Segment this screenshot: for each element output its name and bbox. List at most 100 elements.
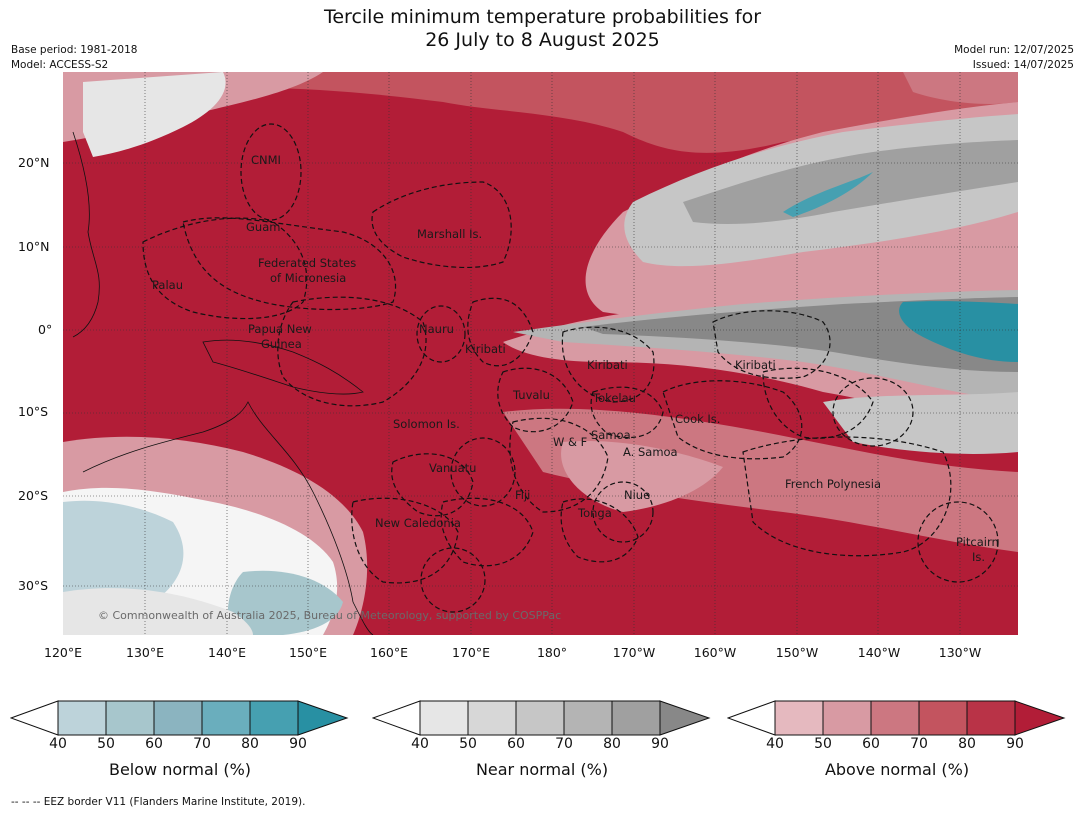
colorbar-below: [10, 700, 349, 736]
lon-tick-140w: 140°W: [857, 645, 901, 660]
equatorial-blue: [899, 301, 1018, 362]
meta-right: Model run: 12/07/2025 Issued: 14/07/2025: [954, 43, 1074, 73]
map-title: Tercile minimum temperature probabilitie…: [0, 6, 1085, 52]
label-pitcairn-1: Pitcairn: [956, 535, 999, 549]
label-kiribati-west: Kiribati: [465, 342, 506, 356]
southwest-below-normal: [63, 500, 184, 615]
colorbar-near-swatches: [419, 700, 661, 736]
lon-tick-130e: 130°E: [125, 645, 165, 660]
colorbar-above-swatch: [918, 700, 968, 736]
eez-footer-note: -- -- -- EEZ border V11 (Flanders Marine…: [11, 796, 306, 808]
colorbar-below-tick: 40: [49, 736, 67, 752]
colorbar-near: [372, 700, 711, 736]
label-cook: Cook Is.: [675, 412, 720, 426]
eez-borders: [142, 123, 999, 613]
colorbar-above-tick: 60: [862, 736, 880, 752]
label-fsm-1: Federated States: [258, 256, 356, 270]
png-coastline: [202, 339, 364, 395]
colorbar-above-low-end: [727, 700, 776, 736]
colorbar-near-swatch: [515, 700, 565, 736]
colorbar-below-swatch: [153, 700, 203, 736]
colorbar-above-title: Above normal (%): [824, 760, 970, 779]
label-nauru: Nauru: [419, 322, 454, 336]
lon-tick-180: 180°: [536, 645, 568, 660]
label-niue: Niue: [624, 488, 650, 502]
lon-tick-150w: 150°W: [775, 645, 819, 660]
label-vanuatu: Vanuatu: [429, 461, 476, 475]
colorbar-below-tick: 90: [289, 736, 307, 752]
label-cnmi: CNMI: [251, 153, 281, 167]
colorbar-below-title: Below normal (%): [108, 760, 252, 779]
lon-tick-130w: 130°W: [938, 645, 982, 660]
colorbar-near-tick: 60: [507, 736, 525, 752]
lat-tick-10n: 10°N: [18, 239, 50, 254]
australia-coastline: [82, 401, 374, 635]
colorbar-above-tick: 70: [910, 736, 928, 752]
lon-tick-140e: 140°E: [207, 645, 247, 660]
base-period: Base period: 1981-2018: [11, 44, 138, 56]
south-central-light: [561, 441, 723, 512]
southwest-below-normal-2: [227, 570, 343, 635]
colorbar-above: [727, 700, 1066, 736]
model-run: Model run: 12/07/2025: [954, 44, 1074, 56]
label-solomon: Solomon Is.: [393, 417, 460, 431]
lat-tick-20s: 20°S: [18, 488, 49, 503]
colorbar-above-swatches: [774, 700, 1016, 736]
label-guam: Guam: [246, 220, 280, 234]
label-png-1: Papua New: [248, 322, 312, 336]
colorbar-near-tick: 70: [555, 736, 573, 752]
colorbar-near-tick: 50: [459, 736, 477, 752]
model-name: Model: ACCESS-S2: [11, 59, 109, 71]
lon-tick-150e: 150°E: [288, 645, 328, 660]
colorbar-below-swatches: [57, 700, 299, 736]
colorbar-above-tick: 40: [766, 736, 784, 752]
lon-tick-160e: 160°E: [369, 645, 409, 660]
colorbar-near-swatch: [611, 700, 661, 736]
colorbar-near-tick: 90: [651, 736, 669, 752]
lat-tick-30s: 30°S: [18, 578, 49, 593]
colorbar-near-high-end: [659, 700, 711, 736]
label-new-caledonia: New Caledonia: [375, 516, 461, 530]
lon-tick-170e: 170°E: [451, 645, 491, 660]
colorbar-near-swatch: [467, 700, 517, 736]
lat-tick-20n: 20°N: [18, 155, 50, 170]
lon-tick-170w: 170°W: [612, 645, 656, 660]
northeast-pink-region: [903, 72, 1018, 104]
colorbar-near-tick: 40: [411, 736, 429, 752]
title-line-1: Tercile minimum temperature probabilitie…: [323, 6, 762, 28]
label-tokelau: Tokelau: [592, 391, 636, 405]
colorbar-above-high-end: [1014, 700, 1066, 736]
graticule: [63, 72, 1018, 635]
colorbar-below-tick: 60: [145, 736, 163, 752]
label-kiribati-central: Kiribati: [587, 358, 628, 372]
north-lighter-region: [63, 72, 1018, 153]
colorbar-near-tick: 80: [603, 736, 621, 752]
label-pitcairn-2: Is.: [972, 550, 985, 564]
colorbar-below-tick: 80: [241, 736, 259, 752]
lon-tick-160w: 160°W: [693, 645, 737, 660]
title-line-2: 26 July to 8 August 2025: [425, 29, 660, 51]
colorbar-near-title: Near normal (%): [475, 760, 609, 779]
colorbar-below-swatch: [57, 700, 107, 736]
issued-date: Issued: 14/07/2025: [972, 59, 1074, 71]
label-marshall: Marshall Is.: [417, 227, 482, 241]
label-tonga: Tonga: [577, 506, 612, 520]
copyright-notice: © Commonwealth of Australia 2025, Bureau…: [98, 609, 562, 622]
colorbar-below-high-end: [297, 700, 349, 736]
label-fiji: Fiji: [515, 488, 530, 502]
probability-map: CNMI Guam Marshall Is. Federated States …: [63, 72, 1018, 635]
colorbar-above-tick: 80: [958, 736, 976, 752]
north-white-region: [83, 72, 226, 157]
colorbar-below-low-end: [10, 700, 59, 736]
label-french-polynesia: French Polynesia: [785, 477, 881, 491]
colorbar-below-tick: 50: [97, 736, 115, 752]
colorbar-below-swatch: [249, 700, 299, 736]
colorbar-below-swatch: [105, 700, 155, 736]
colorbar-near-swatch: [563, 700, 613, 736]
label-fsm-2: of Micronesia: [270, 271, 346, 285]
colorbar-near-low-end: [372, 700, 421, 736]
colorbar-below-swatch: [201, 700, 251, 736]
colorbar-below-tick: 70: [193, 736, 211, 752]
philippines-coastline: [72, 131, 100, 338]
lat-tick-10s: 10°S: [18, 404, 49, 419]
